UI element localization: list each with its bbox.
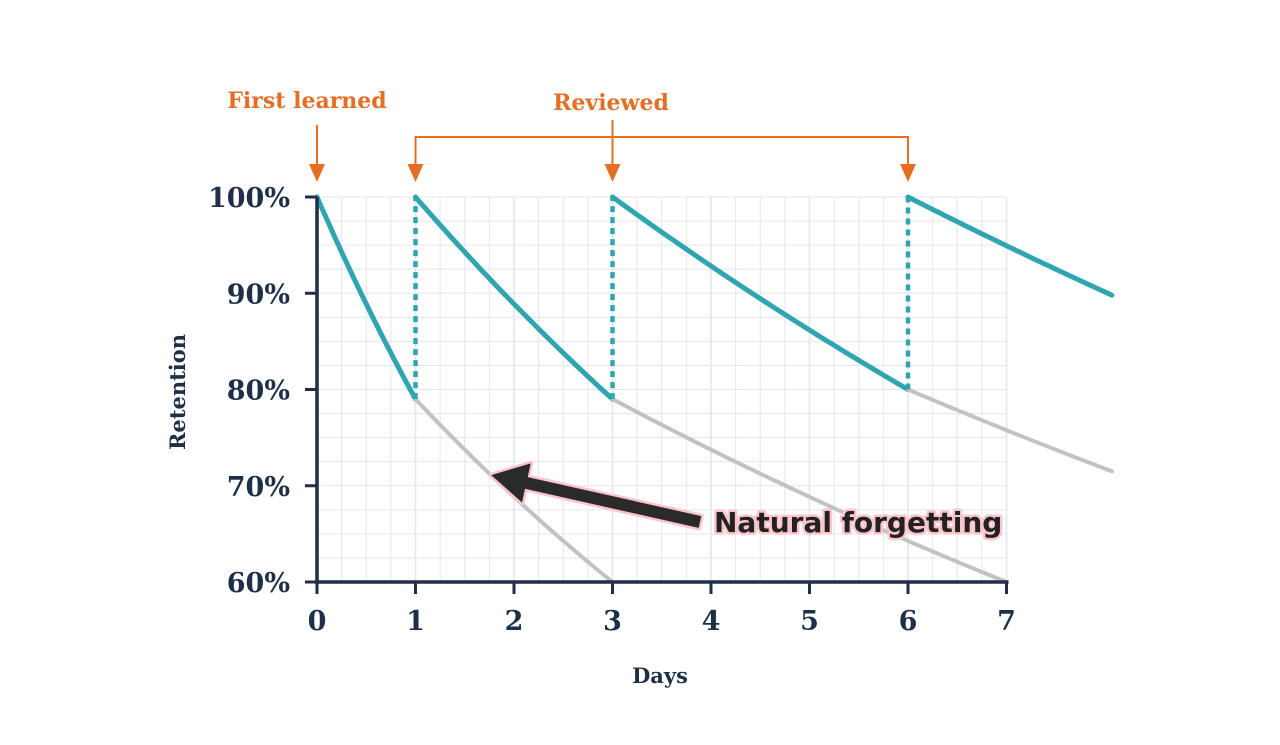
- natural-forgetting-arrow: [488, 460, 704, 531]
- y-axis-label: Retention: [165, 334, 190, 450]
- x-tick-label: 4: [702, 606, 721, 637]
- y-tick-label: 100%: [208, 183, 290, 214]
- retention-curve: [413, 194, 615, 402]
- arrow-down-icon: [309, 164, 325, 182]
- arrow-down-icon: [900, 164, 916, 182]
- y-tick-label: 60%: [227, 568, 290, 599]
- y-tick-label: 70%: [227, 472, 290, 503]
- x-tick-labels: 0 1 2 3 4 5 6 7: [308, 606, 1016, 637]
- arrow-down-icon: [604, 164, 621, 182]
- x-tick-label: 2: [505, 606, 524, 637]
- y-tick-label: 80%: [227, 376, 290, 407]
- forgetting-curve: [906, 387, 1114, 474]
- annotation-arrows: [309, 120, 916, 182]
- x-tick-label: 0: [308, 606, 327, 637]
- first-learned-label: First learned: [227, 88, 386, 114]
- x-tick-label: 6: [899, 606, 918, 637]
- x-tick-label: 3: [603, 606, 622, 637]
- arrow-left-icon: [488, 460, 704, 531]
- forgetting-curve: [610, 397, 1009, 584]
- arrow-down-icon: [407, 164, 424, 182]
- y-tick-labels: 60% 70% 80% 90% 100%: [208, 183, 290, 599]
- natural-forgetting-label: Natural forgetting: [714, 506, 1002, 539]
- axes: [305, 195, 1009, 594]
- retention-curve: [314, 194, 418, 402]
- x-tick-label: 5: [800, 606, 819, 637]
- retention-curve: [905, 194, 1115, 298]
- retention-curve: [610, 194, 911, 392]
- x-axis-label: Days: [632, 663, 688, 688]
- y-tick-label: 90%: [227, 279, 290, 310]
- x-tick-label: 1: [406, 606, 425, 637]
- x-tick-label: 7: [997, 606, 1016, 637]
- reviewed-label: Reviewed: [553, 90, 669, 116]
- reviewed-bracket: [414, 136, 909, 160]
